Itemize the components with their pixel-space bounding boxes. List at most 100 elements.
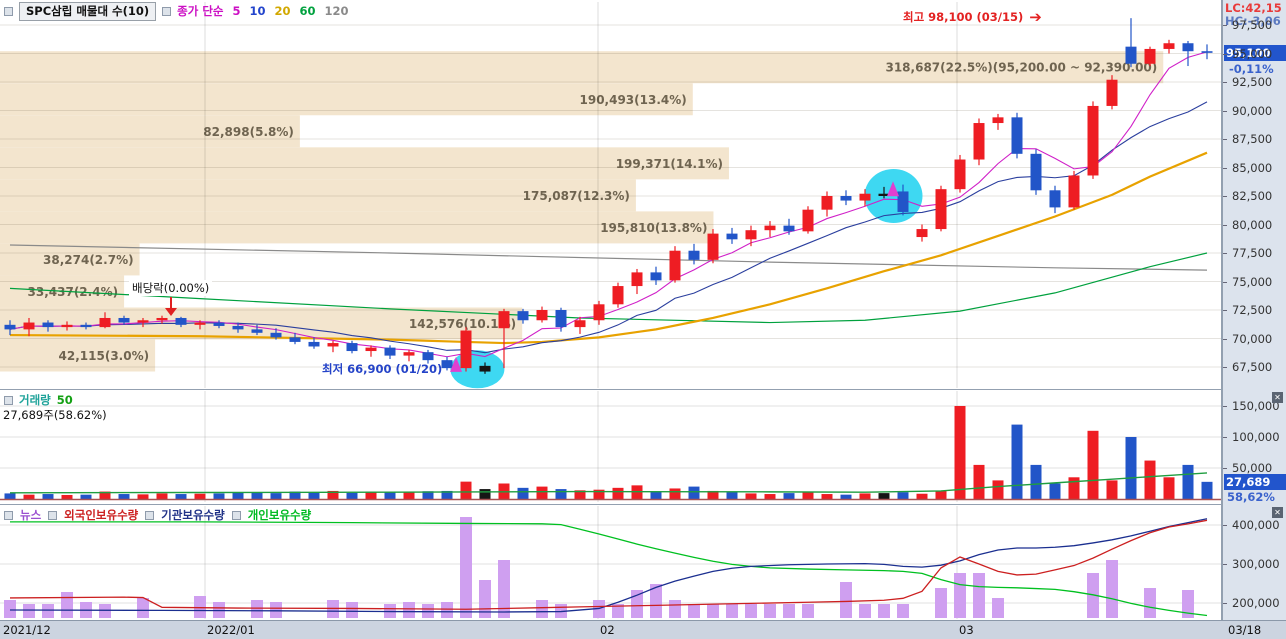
axis-tick: [1223, 196, 1227, 197]
volume-bar: [916, 493, 928, 499]
news-bar: [498, 560, 510, 618]
ma5-line: [9, 51, 1208, 358]
ma-legend-item[interactable]: 120: [324, 4, 349, 18]
ma-legend-item[interactable]: 5: [232, 4, 241, 18]
news-bar: [859, 604, 871, 618]
close-holdings-pane-icon[interactable]: ✕: [1272, 507, 1283, 518]
axis-tick: [1223, 53, 1227, 55]
holdings-legend-item[interactable]: 기관보유수량: [161, 508, 225, 522]
candle-body: [954, 159, 966, 190]
volume-profile-band: [0, 243, 140, 276]
candle-body: [669, 250, 681, 281]
candle-body: [1182, 43, 1194, 52]
news-bar: [194, 596, 206, 618]
candle-body: [80, 324, 92, 328]
holdings-legend-item[interactable]: 개인보유수량: [247, 508, 312, 522]
volume-bar: [403, 492, 415, 499]
candle-body: [118, 317, 130, 323]
volume-bar: [536, 486, 548, 499]
news-bar: [251, 600, 263, 618]
news-bar: [1144, 588, 1156, 618]
candle-body: [802, 209, 814, 232]
indicator-bullet-icon[interactable]: [4, 6, 13, 16]
holdings-legend-item[interactable]: 뉴스: [20, 508, 42, 522]
end-date-label: 03/18: [1228, 623, 1262, 637]
volume-pane[interactable]: [0, 390, 1222, 503]
ma-legend: 종가 단순 5 10 20 60 120: [177, 3, 348, 19]
axis-tick-label: 200,000: [1232, 596, 1280, 610]
volume-ma-line: [9, 472, 1208, 494]
axis-tick: [1223, 253, 1227, 254]
x-axis-strip[interactable]: 2021/12 2022/01 02 03: [0, 620, 1286, 639]
news-bar: [612, 604, 624, 618]
pane-divider: [0, 389, 1222, 390]
candle-body: [707, 233, 719, 260]
volume-title[interactable]: 거래량: [19, 393, 51, 407]
indicator-bullet-icon[interactable]: [145, 510, 155, 520]
ma-legend-label[interactable]: 종가 단순: [177, 4, 224, 18]
news-bar: [422, 604, 434, 618]
chart-right-border: [1221, 0, 1222, 620]
news-bar: [935, 588, 947, 618]
volume-bar: [935, 490, 947, 499]
ma-legend-item[interactable]: 10: [249, 4, 266, 18]
ma-legend-item[interactable]: 20: [274, 4, 291, 18]
indicator-bullet-icon[interactable]: [4, 510, 13, 520]
indicator-bullet-icon[interactable]: [4, 395, 13, 405]
indicator-bullet-icon[interactable]: [48, 510, 58, 520]
candle-body: [612, 286, 624, 305]
candle-body: [232, 325, 244, 330]
news-bar: [42, 604, 54, 618]
candle-body: [384, 347, 396, 356]
news-bar: [1106, 560, 1118, 618]
volume-profile-band: [0, 211, 714, 244]
news-bar: [137, 598, 149, 618]
volume-bar: [1201, 481, 1213, 499]
volume-bar: [213, 493, 225, 499]
ma60-line: [9, 252, 1208, 324]
candle-body: [897, 191, 909, 212]
axis-tick-label: 77,500: [1232, 246, 1273, 260]
news-bar: [669, 600, 681, 618]
indicator-bullet-icon[interactable]: [162, 6, 172, 16]
x-axis-label: 2021/12: [3, 623, 51, 637]
volume-ma-period[interactable]: 50: [56, 393, 73, 407]
price-chart-pane[interactable]: 318,687(22.5%)(95,200.00 ~ 92,390.00) 190…: [0, 0, 1222, 390]
chart-title[interactable]: SPC삼립 매물대 수(10): [19, 1, 157, 21]
volume-profile-label: 199,371(14.1%): [616, 157, 723, 171]
axis-tick-label: 90,000: [1232, 103, 1273, 118]
axis-tick: [1223, 525, 1227, 526]
high-price-label: 최고 98,100 (03/15): [903, 10, 1024, 24]
current-change-pct: -0,11%: [1229, 62, 1274, 76]
news-bar: [764, 604, 776, 618]
axis-tick-label: 70,000: [1232, 331, 1273, 346]
price-axis-panel[interactable]: LC:42,15 HC:-3,06 95,100 -0,11% 27,689 5…: [1222, 0, 1286, 620]
volume-bar: [175, 494, 187, 499]
news-bar: [631, 590, 643, 618]
volume-bar: [1182, 464, 1194, 499]
axis-tick: [1223, 110, 1227, 112]
close-volume-pane-icon[interactable]: ✕: [1272, 392, 1283, 403]
axis-tick: [1223, 139, 1227, 140]
axis-tick: [1223, 281, 1227, 283]
volume-bar: [1087, 430, 1099, 499]
volume-profile-label: 142,576(10.1%): [409, 317, 516, 331]
holdings-pane[interactable]: [0, 505, 1222, 620]
axis-tick: [1223, 224, 1227, 226]
volume-profile-band: [0, 115, 300, 148]
volume-bar: [1125, 437, 1137, 499]
volume-bar: [1011, 424, 1023, 499]
volume-bar: [80, 494, 92, 499]
axis-tick-label: 95,000: [1232, 46, 1273, 61]
axis-tick: [1223, 310, 1227, 311]
holdings-legend-item[interactable]: 외국인보유수량: [64, 508, 139, 522]
news-bar: [650, 584, 662, 618]
volume-bar: [156, 493, 168, 499]
axis-tick: [1223, 406, 1227, 407]
candle-body: [840, 196, 852, 201]
candle-body: [650, 272, 662, 281]
ma-legend-item[interactable]: 60: [299, 4, 316, 18]
candle-body: [327, 343, 339, 347]
indicator-bullet-icon[interactable]: [231, 510, 241, 520]
